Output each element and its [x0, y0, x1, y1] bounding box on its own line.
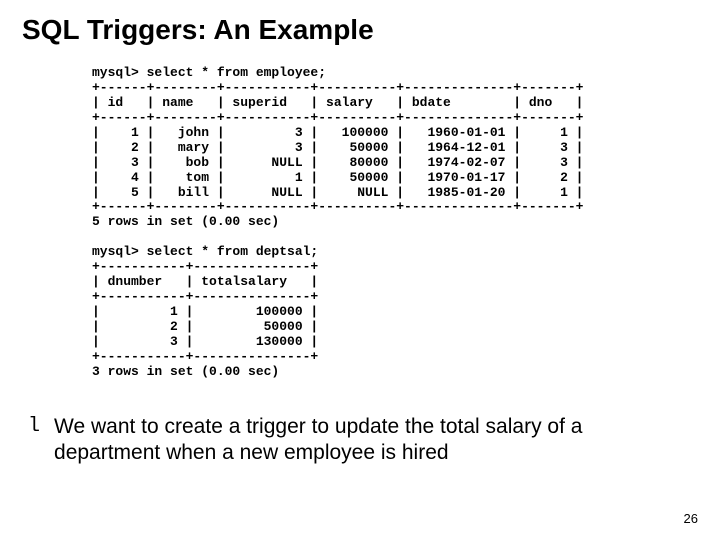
bullet-marker: l	[28, 414, 40, 440]
bullet-item: l We want to create a trigger to update …	[28, 414, 692, 467]
page-number: 26	[684, 511, 698, 526]
bullet-text: We want to create a trigger to update th…	[54, 414, 692, 467]
terminal-output: mysql> select * from employee; +------+-…	[92, 66, 720, 380]
slide-title: SQL Triggers: An Example	[0, 0, 720, 46]
